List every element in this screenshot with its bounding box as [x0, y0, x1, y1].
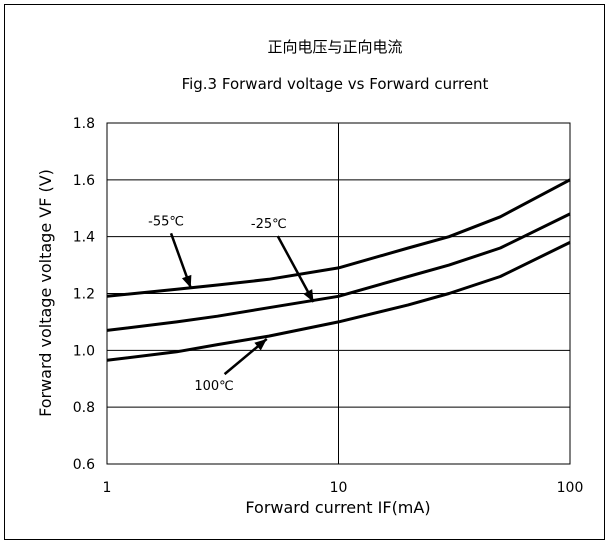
grid — [106, 122, 571, 465]
y-axis-label: Forward voltage voltage VF (V) — [36, 169, 55, 417]
series-line-2 — [106, 241, 571, 362]
y-tick-label: 1.6 — [73, 173, 95, 189]
annotation-label-0: -55℃ — [148, 214, 184, 229]
annotation-arrowhead-0 — [181, 274, 192, 288]
series-line-1 — [106, 212, 571, 332]
annotation-label-2: 100℃ — [194, 379, 233, 394]
annotation-label-1: -25℃ — [251, 217, 287, 232]
tick-labels: 0.6 0.8 1.0 1.2 1.4 1.6 1.8 1 10 100 — [73, 116, 584, 496]
annotations: -55℃ -25℃ 100℃ — [148, 214, 315, 394]
y-tick-label: 1.0 — [73, 343, 95, 359]
x-tick-label: 100 — [557, 480, 584, 496]
annotation-arrow-1 — [276, 235, 315, 303]
x-tick-label: 10 — [330, 480, 348, 496]
y-tick-label: 0.6 — [73, 457, 95, 473]
x-tick-label: 1 — [103, 480, 112, 496]
chart-title: 正向电压与正向电流 — [267, 38, 402, 56]
annotation-arrowhead-2 — [254, 338, 267, 351]
annotation-arrowhead-1 — [303, 289, 314, 303]
y-tick-label: 1.2 — [73, 287, 95, 303]
y-tick-label: 1.8 — [73, 116, 95, 132]
x-axis-label: Forward current IF(mA) — [245, 498, 430, 517]
y-tick-label: 1.4 — [73, 230, 95, 246]
chart-subtitle: Fig.3 Forward voltage vs Forward current — [182, 75, 489, 93]
y-tick-label: 0.8 — [73, 400, 95, 416]
chart-frame — [4, 4, 605, 540]
